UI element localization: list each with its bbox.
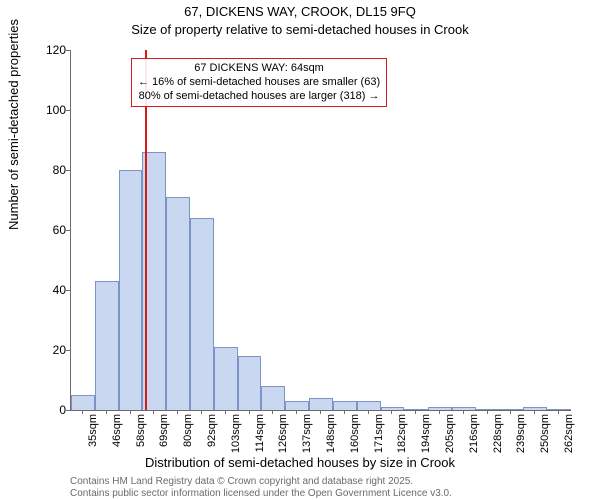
x-tick-label: 80sqm [182,414,194,454]
annotation-box: 67 DICKENS WAY: 64sqm ← 16% of semi-deta… [131,58,387,107]
x-tick-label: 262sqm [563,414,575,454]
histogram-bar [309,398,333,410]
x-tick-label: 114sqm [254,414,266,454]
x-axis-label: Distribution of semi-detached houses by … [0,455,600,470]
histogram-bar [238,356,262,410]
annotation-line2: ← 16% of semi-detached houses are smalle… [138,76,380,90]
x-tick-label: 182sqm [396,414,408,454]
y-tick-label: 0 [30,403,66,417]
x-tick-mark [106,410,107,414]
y-tick-label: 120 [30,43,66,57]
x-tick-label: 160sqm [349,414,361,454]
x-tick-label: 148sqm [325,414,337,454]
x-tick-label: 92sqm [206,414,218,454]
chart-container: 67, DICKENS WAY, CROOK, DL15 9FQ Size of… [0,0,600,500]
footer-line1: Contains HM Land Registry data © Crown c… [70,476,413,487]
x-tick-label: 103sqm [230,414,242,454]
annotation-line3: 80% of semi-detached houses are larger (… [138,90,380,104]
histogram-bar [119,170,143,410]
x-tick-mark [415,410,416,414]
y-tick-label: 20 [30,343,66,357]
chart-title-line2: Size of property relative to semi-detach… [0,22,600,37]
histogram-bar [357,401,381,410]
x-tick-mark [510,410,511,414]
x-tick-label: 171sqm [373,414,385,454]
x-tick-mark [225,410,226,414]
histogram-bar [190,218,214,410]
x-tick-mark [344,410,345,414]
x-tick-mark [177,410,178,414]
histogram-bar [166,197,190,410]
footer-line2: Contains public sector information licen… [70,488,452,499]
x-tick-mark [558,410,559,414]
x-tick-label: 137sqm [301,414,313,454]
histogram-bar [71,395,95,410]
x-tick-label: 46sqm [111,414,123,454]
y-tick-label: 100 [30,103,66,117]
x-tick-mark [153,410,154,414]
histogram-bar [285,401,309,410]
x-tick-mark [368,410,369,414]
x-tick-label: 35sqm [87,414,99,454]
y-tick-label: 40 [30,283,66,297]
x-tick-label: 216sqm [468,414,480,454]
y-axis-label: Number of semi-detached properties [6,19,21,230]
x-tick-label: 126sqm [277,414,289,454]
x-tick-mark [296,410,297,414]
x-tick-mark [201,410,202,414]
x-tick-mark [82,410,83,414]
x-tick-mark [391,410,392,414]
x-tick-mark [320,410,321,414]
x-tick-label: 228sqm [492,414,504,454]
x-tick-mark [534,410,535,414]
x-tick-mark [487,410,488,414]
y-tick-label: 80 [30,163,66,177]
x-tick-label: 239sqm [515,414,527,454]
x-tick-label: 194sqm [420,414,432,454]
x-tick-mark [439,410,440,414]
x-tick-label: 58sqm [135,414,147,454]
x-tick-mark [130,410,131,414]
histogram-bar [95,281,119,410]
x-tick-mark [272,410,273,414]
chart-title-line1: 67, DICKENS WAY, CROOK, DL15 9FQ [0,4,600,19]
histogram-bar [261,386,285,410]
x-tick-mark [463,410,464,414]
x-tick-label: 205sqm [444,414,456,454]
x-tick-label: 250sqm [539,414,551,454]
histogram-bar [333,401,357,410]
annotation-line1: 67 DICKENS WAY: 64sqm [138,62,380,76]
x-tick-label: 69sqm [158,414,170,454]
histogram-bar [214,347,238,410]
y-tick-label: 60 [30,223,66,237]
plot-area: 67 DICKENS WAY: 64sqm ← 16% of semi-deta… [70,50,571,411]
x-tick-mark [249,410,250,414]
